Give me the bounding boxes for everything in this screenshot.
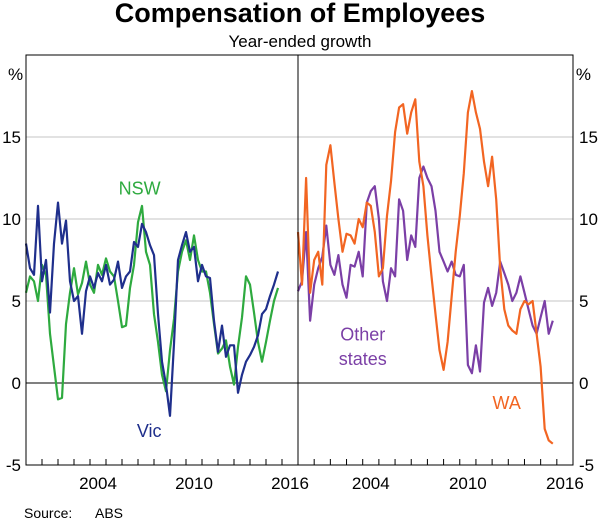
x-tick-label: 2016: [546, 474, 584, 493]
plot-frame: [25, 54, 574, 466]
x-tick-label: 2010: [175, 474, 213, 493]
series-line-vic: [24, 201, 280, 417]
x-axis-ticks: 2004 2010 2016 2004 2010 2016: [41, 459, 584, 493]
y-tick-label-left: -5: [6, 456, 21, 475]
y-tick-label-left: 5: [12, 292, 21, 311]
y-tick-label-left: 0: [12, 374, 21, 393]
y-axis-left-ticks: -5 0 5 10 15: [2, 128, 21, 475]
y-tick-label-right: 5: [579, 292, 588, 311]
series-label: NSW: [119, 178, 161, 198]
series-line-wa: [296, 89, 554, 445]
x-tick-label: 2004: [79, 474, 117, 493]
chart-title: Compensation of Employees: [115, 0, 486, 28]
series-line-other-states: [296, 165, 554, 375]
y-tick-label-right: -5: [579, 456, 594, 475]
plot-border: [25, 54, 574, 466]
y-tick-label-right: 0: [579, 374, 588, 393]
series-label: Vic: [137, 421, 162, 441]
source-label: Source:: [24, 505, 72, 521]
series-label: states: [339, 349, 387, 369]
x-tick-label: 2010: [449, 474, 487, 493]
y-axis-right-ticks: -5 0 5 10 15: [579, 128, 598, 475]
y-tick-label-left: 15: [2, 128, 21, 147]
y-tick-label-left: 10: [2, 210, 21, 229]
series-label: WA: [493, 393, 521, 413]
x-tick-label: 2016: [271, 474, 309, 493]
y-tick-label-right: 10: [579, 210, 598, 229]
source-value: ABS: [95, 505, 123, 521]
series-labels: NSW Vic Other states WA: [119, 178, 521, 441]
series-label: Other: [340, 324, 385, 344]
series-layer: [24, 89, 554, 445]
y-unit-left: %: [8, 65, 23, 84]
x-tick-label: 2004: [352, 474, 390, 493]
y-unit-right: %: [576, 65, 591, 84]
chart-subtitle: Year-ended growth: [228, 32, 371, 51]
y-tick-label-right: 15: [579, 128, 598, 147]
